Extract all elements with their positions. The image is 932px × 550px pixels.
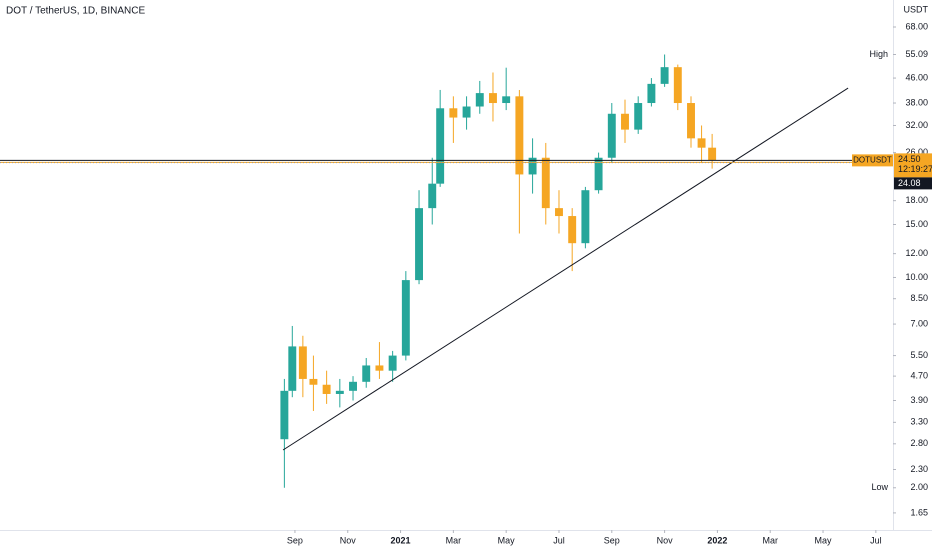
candle-body <box>489 93 497 104</box>
candle-body <box>528 157 537 175</box>
candle-body <box>401 280 410 356</box>
candle-body <box>449 108 458 118</box>
candle-body <box>298 346 307 379</box>
x-tick-label: Nov <box>657 535 674 545</box>
x-tick-label: Jul <box>870 535 882 545</box>
candle-body <box>634 103 643 130</box>
candle-body <box>288 346 297 391</box>
x-tick-label: Nov <box>340 535 357 545</box>
candle-body <box>660 67 669 84</box>
candle-body <box>349 381 357 391</box>
x-tick-label: Mar <box>762 535 778 545</box>
low-name: Low <box>871 482 888 492</box>
x-tick-label: 2021 <box>391 535 411 545</box>
y-tick-label: 4.70 <box>910 370 928 380</box>
last-price-box <box>894 153 932 178</box>
candle-body <box>362 365 371 382</box>
y-tick-label: 18.00 <box>905 195 928 205</box>
candle-body <box>375 365 384 371</box>
low-label: 2.00 <box>910 482 928 492</box>
candle-body <box>415 208 423 281</box>
x-tick-label: May <box>498 535 516 545</box>
high-name: High <box>869 49 888 59</box>
y-tick-label: 46.00 <box>905 72 928 82</box>
candle-body <box>462 106 471 118</box>
x-tick-label: May <box>815 535 833 545</box>
candle-body <box>708 147 717 161</box>
candle-body <box>322 384 331 394</box>
candle-body <box>697 138 706 148</box>
symbol-label-box <box>852 154 893 167</box>
candle-body <box>335 390 344 394</box>
candle-body <box>555 208 563 217</box>
candle-body <box>607 113 616 158</box>
y-tick-label: 32.00 <box>905 120 928 130</box>
y-tick-label: 8.50 <box>910 293 928 303</box>
candle-body <box>687 103 695 139</box>
candle-body <box>647 83 656 104</box>
candle-body <box>541 157 550 209</box>
y-tick-label: 5.50 <box>910 350 928 360</box>
axis-unit: USDT <box>904 4 929 14</box>
y-tick-label: 7.00 <box>910 318 928 328</box>
prev-close-box <box>894 177 932 190</box>
x-tick-label: 2022 <box>707 535 727 545</box>
candle-body <box>388 355 397 371</box>
candle-body <box>673 67 682 104</box>
x-tick-label: Sep <box>604 535 620 545</box>
x-tick-label: Jul <box>553 535 565 545</box>
y-tick-label: 1.65 <box>910 507 928 517</box>
candle-body <box>568 216 577 244</box>
x-tick-label: Mar <box>446 535 462 545</box>
y-tick-label: 3.30 <box>910 417 928 427</box>
y-tick-label: 38.00 <box>905 97 928 107</box>
y-tick-label: 68.00 <box>905 21 928 31</box>
candle-body <box>594 157 603 191</box>
candle-body <box>515 96 524 175</box>
y-tick-label: 10.00 <box>905 272 928 282</box>
countdown-label: 12:19:27 <box>898 164 932 174</box>
y-tick-label: 15.00 <box>905 219 928 229</box>
y-tick-label: 12.00 <box>905 248 928 258</box>
symbol-label: DOTUSDT <box>853 155 892 164</box>
y-tick-label: 2.30 <box>910 464 928 474</box>
candle-body <box>309 378 318 385</box>
y-tick-label: 26.00 <box>905 147 928 157</box>
last-price-label: 24.50 <box>898 154 921 164</box>
candle-body <box>280 390 289 440</box>
candle-body <box>581 190 590 244</box>
high-label: 55.09 <box>905 49 928 59</box>
candle-body <box>436 108 445 184</box>
trendline <box>282 87 849 451</box>
candle-body <box>475 93 484 107</box>
candle-body <box>428 183 437 209</box>
y-tick-label: 3.90 <box>910 395 928 405</box>
chart-title: DOT / TetherUS, 1D, BINANCE <box>6 6 145 17</box>
prev-close-label: 24.08 <box>898 178 921 188</box>
candle-body <box>621 113 629 130</box>
y-tick-label: 2.80 <box>910 438 928 448</box>
x-tick-label: Sep <box>287 535 303 545</box>
candle-body <box>502 96 511 104</box>
